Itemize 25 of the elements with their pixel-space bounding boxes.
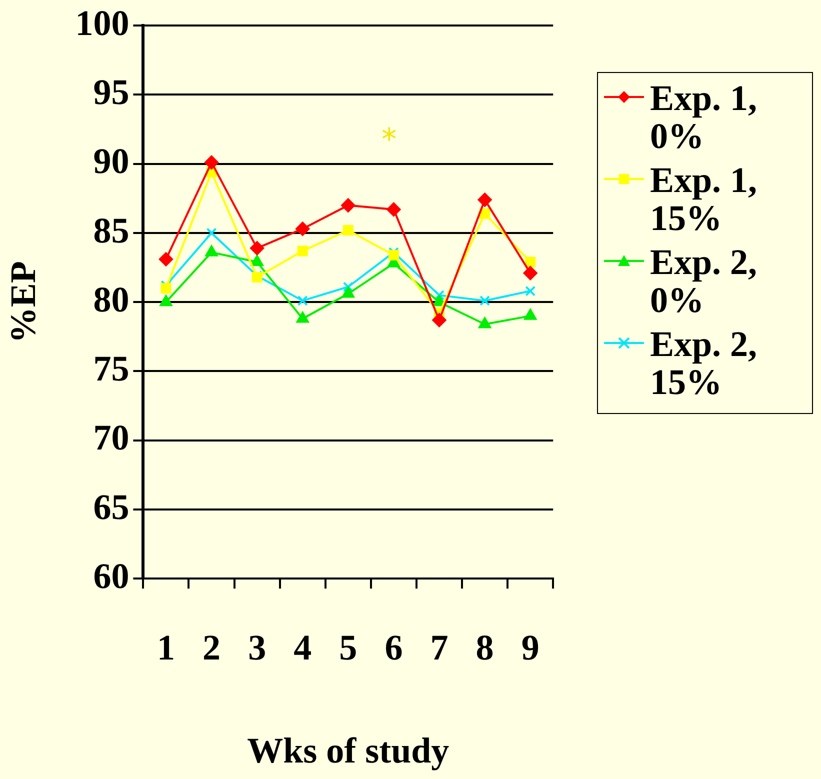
y-tick-label: 100 bbox=[75, 2, 130, 43]
x-tick-label: 5 bbox=[339, 627, 358, 668]
legend-label: Exp. 1, 0% bbox=[650, 78, 758, 156]
y-tick-label: 80 bbox=[93, 279, 130, 320]
annotation: * bbox=[382, 122, 397, 158]
legend-label: Exp. 2, 15% bbox=[650, 324, 758, 402]
y-tick-label: 85 bbox=[93, 210, 130, 250]
legend-label: Exp. 2, 0% bbox=[650, 242, 758, 320]
x-tick-label: 3 bbox=[248, 627, 266, 668]
y-tick-label: 65 bbox=[93, 486, 130, 527]
x-tick-label: 6 bbox=[384, 627, 403, 668]
legend-label: Exp. 1, 15% bbox=[650, 160, 758, 238]
x-tick-label: 2 bbox=[202, 627, 221, 668]
x-tick-label: 9 bbox=[521, 627, 540, 668]
x-tick-label: 8 bbox=[476, 627, 494, 668]
y-tick-label: 70 bbox=[93, 418, 130, 458]
y-tick-label: 60 bbox=[93, 556, 130, 596]
y-axis-title: %EP bbox=[2, 261, 43, 344]
x-axis-title: Wks of study bbox=[247, 730, 450, 771]
x-tick-label: 1 bbox=[156, 627, 175, 668]
x-tick-label: 4 bbox=[294, 627, 312, 668]
x-tick-label: 7 bbox=[430, 627, 448, 668]
y-tick-label: 90 bbox=[93, 141, 130, 182]
y-tick-label: 75 bbox=[93, 348, 130, 389]
y-tick-label: 95 bbox=[93, 72, 130, 112]
